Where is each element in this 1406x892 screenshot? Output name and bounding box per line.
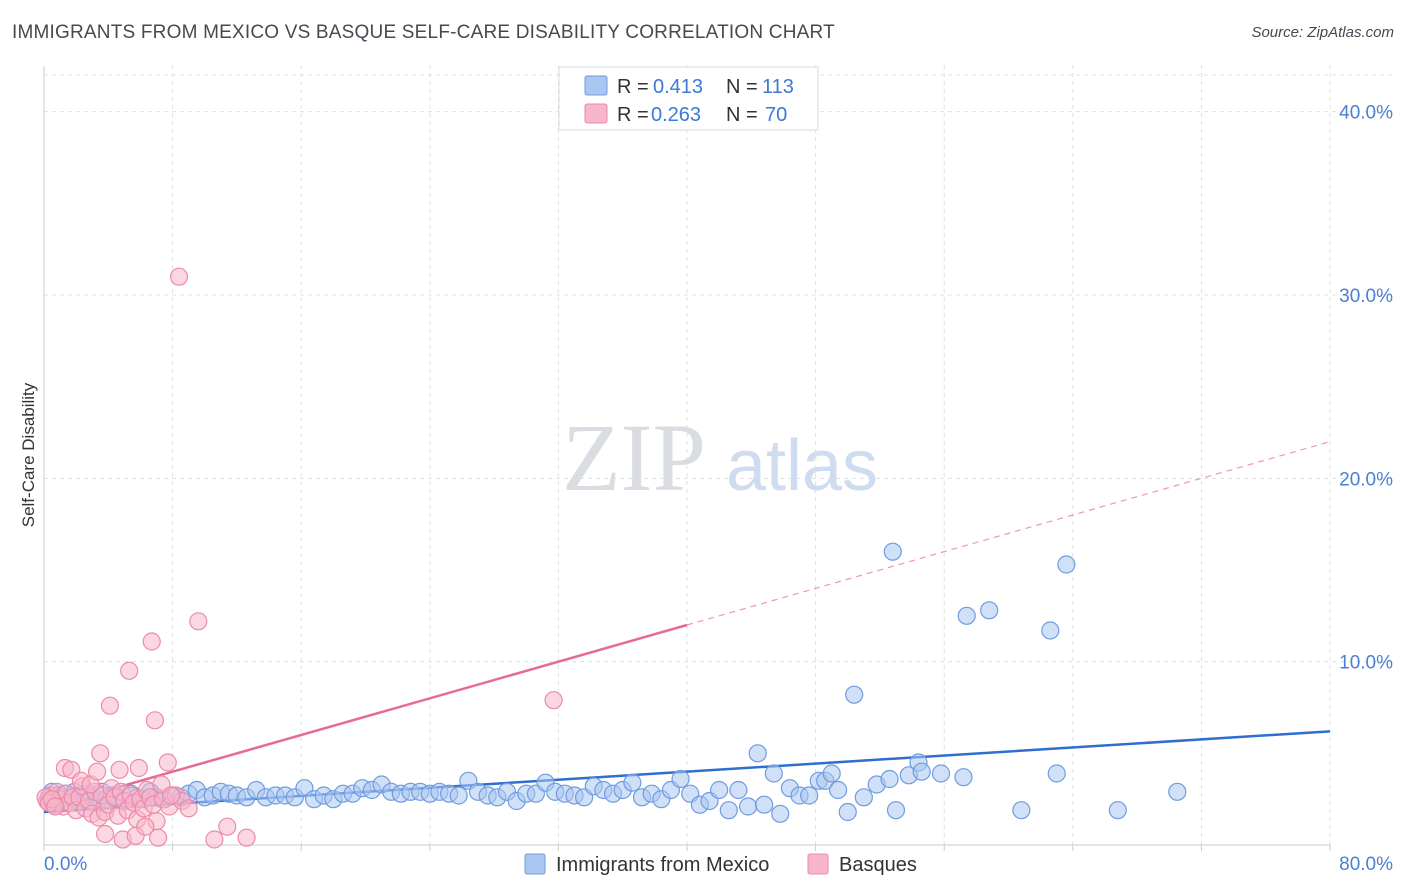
trend-line-basques [43,623,688,810]
stats-n-value-basques: 70 [765,104,787,126]
basques-point-58 [158,753,177,772]
series-legend: Immigrants from Mexico Basques [524,853,917,876]
basques-point-53 [136,817,155,836]
mexico-point-99 [838,802,857,822]
y-axis-label: Self-Care Disability [19,382,38,527]
mexico-point-115 [1047,764,1066,783]
grid [44,65,1393,845]
basques-point-65 [544,691,563,710]
y-tick-label-1: 20.0% [1339,469,1393,490]
mexico-point-94 [800,786,819,805]
mexico-point-112 [980,601,999,620]
mexico-point-88 [748,744,767,763]
mexico-point-97 [822,764,841,783]
mexico-point-117 [1108,801,1127,820]
series-mexico-points [39,542,1187,823]
mexico-point-118 [1168,782,1187,801]
basques-point-62 [205,830,224,849]
trend-line-basques-extrapolated [686,441,1331,626]
basques-point-39 [179,799,198,818]
basques-point-48 [110,760,129,779]
mexico-point-110 [954,768,973,787]
basques-point-61 [189,612,208,631]
mexico-point-111 [957,606,976,625]
y-tick-label-3: 40.0% [1339,103,1393,124]
mexico-point-85 [719,801,738,820]
mexico-point-86 [729,780,748,800]
mexico-point-108 [912,762,931,781]
mexico-point-87 [738,797,758,816]
mexico-point-84 [710,780,729,800]
mexico-point-100 [845,685,864,704]
chart-title: IMMIGRANTS FROM MEXICO VS BASQUE SELF-CA… [12,22,835,43]
x-tick-label-min: 0.0% [44,854,87,875]
legend-swatch-mexico [524,853,546,875]
watermark-zip: ZIP [562,404,706,511]
mexico-point-80 [671,769,690,789]
mexico-point-105 [886,801,906,820]
mexico-point-113 [1012,801,1031,820]
basques-point-44 [87,762,107,781]
mexico-point-57 [449,786,468,805]
basques-point-46 [95,824,115,844]
y-tick-label-2: 30.0% [1339,286,1393,307]
mexico-point-91 [771,804,790,823]
basques-point-59 [161,786,181,805]
legend-label-basques: Basques [839,854,917,876]
stats-legend: R = 0.413 N = 113 R = 0.263 N = 70 [558,66,819,131]
axes [43,66,1331,851]
stats-r-label-mexico: R = [617,76,649,98]
mexico-point-89 [755,795,774,814]
stats-swatch-mexico [584,75,608,96]
basques-point-52 [129,758,148,778]
basques-point-54 [142,632,161,651]
basques-point-60 [169,267,189,286]
y-tick-labels: 10.0% 20.0% 30.0% 40.0% [1339,103,1393,674]
mexico-point-114 [1041,621,1060,640]
mexico-point-98 [829,780,848,800]
mexico-point-75 [623,773,642,792]
basques-point-63 [218,817,237,836]
stats-n-value-mexico: 113 [762,76,794,98]
mexico-point-104 [883,542,902,561]
basques-point-50 [120,661,139,680]
mexico-point-116 [1057,555,1076,574]
watermark: ZIP atlas [562,404,878,511]
basques-point-64 [237,828,256,847]
basques-point-45 [91,744,110,763]
mexico-point-103 [880,769,899,789]
stats-r-label-basques: R = [617,104,649,126]
basques-point-56 [149,828,168,847]
stats-r-value-basques: 0.263 [651,104,701,126]
watermark-atlas: atlas [726,426,878,506]
mexico-point-109 [931,764,951,783]
x-tick-label-max: 80.0% [1339,854,1393,875]
mexico-point-101 [854,788,873,807]
mexico-point-90 [764,764,783,783]
stats-n-label-mexico: N = [726,76,758,98]
source-credit: Source: ZipAtlas.com [1251,24,1394,41]
series-basques-points [36,267,563,849]
y-tick-label-0: 10.0% [1339,653,1393,674]
stats-n-label-basques: N = [726,104,758,126]
legend-label-mexico: Immigrants from Mexico [556,854,769,876]
basques-point-47 [100,696,120,715]
legend-swatch-basques [807,853,829,875]
basques-point-69 [46,797,65,816]
stats-r-value-mexico: 0.413 [653,76,703,98]
stats-swatch-basques [584,103,608,124]
basques-point-55 [145,711,165,730]
